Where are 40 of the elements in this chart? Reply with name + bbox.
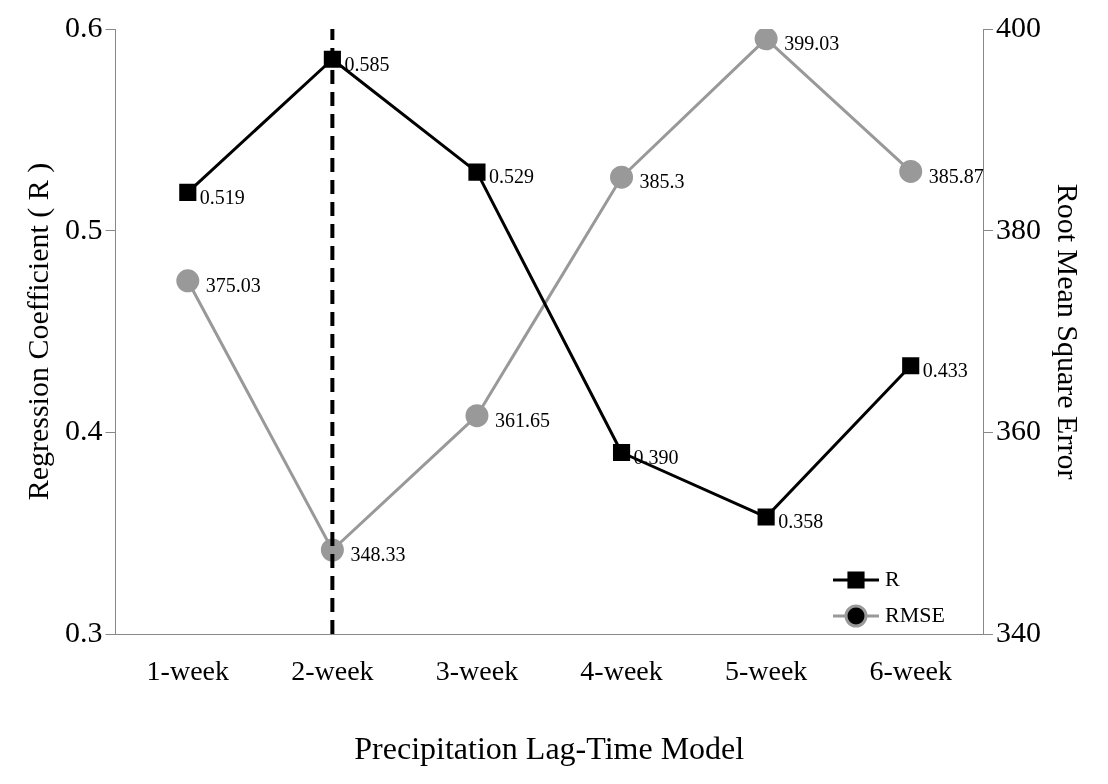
data-label: 385.87 — [928, 164, 984, 187]
point — [757, 508, 775, 526]
x-tick-label: 4-week — [580, 655, 663, 687]
point — [754, 29, 778, 51]
point — [612, 443, 631, 462]
data-label: 399.03 — [784, 32, 840, 55]
y2-tick-label: 380 — [996, 211, 1041, 245]
x-tick-label: 3-week — [435, 655, 519, 687]
data-label: 361.65 — [494, 408, 550, 431]
point — [465, 404, 489, 428]
x-tick-label: 5-week — [724, 655, 808, 687]
x-tick-label: 6-week — [869, 655, 952, 687]
legend-label: R — [885, 565, 900, 591]
point — [610, 165, 634, 189]
y2-tick-label: 340 — [996, 614, 1041, 648]
legend-label: RMSE — [885, 601, 945, 627]
data-label: 0.519 — [199, 185, 245, 208]
data-label: 348.33 — [350, 543, 406, 566]
data-label: 385.3 — [639, 170, 685, 193]
y-tick-label: 0.5 — [65, 211, 103, 245]
y-axis-title: Regression Coefficient ( R ) — [20, 162, 55, 501]
y-tick-label: 0.6 — [65, 9, 103, 43]
y2-axis-title: Root Mean Square Error — [1052, 183, 1086, 480]
data-label: 0.529 — [488, 165, 534, 188]
point — [902, 357, 920, 375]
data-label: 0.433 — [922, 359, 968, 382]
x-axis-title: Precipitation Lag-Time Model — [354, 730, 745, 767]
data-label: 375.03 — [205, 274, 261, 297]
data-label: 0.585 — [344, 52, 390, 75]
x-tick-label: 2-week — [291, 655, 374, 687]
y2-tick-label: 400 — [996, 9, 1041, 43]
y2-tick-label: 360 — [996, 413, 1041, 447]
point — [179, 183, 197, 201]
y-tick-label: 0.3 — [65, 614, 103, 648]
point — [468, 163, 486, 181]
y-tick-label: 0.4 — [65, 413, 103, 447]
data-label: 0.358 — [778, 510, 824, 533]
x-tick-label: 1-week — [146, 655, 229, 687]
point — [176, 269, 200, 293]
point — [899, 159, 923, 183]
